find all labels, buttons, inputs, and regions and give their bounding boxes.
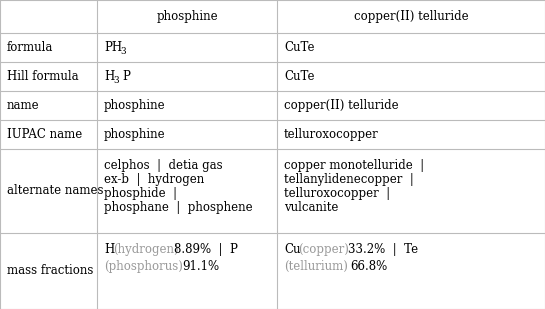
Text: 3: 3 xyxy=(120,47,126,56)
Text: (tellurium): (tellurium) xyxy=(284,260,348,273)
Text: 8.89%  |  P: 8.89% | P xyxy=(174,243,238,256)
Text: 66.8%: 66.8% xyxy=(350,260,387,273)
Text: 33.2%  |  Te: 33.2% | Te xyxy=(348,243,418,256)
Text: H: H xyxy=(104,70,114,83)
Text: Cu: Cu xyxy=(284,243,300,256)
Text: P: P xyxy=(122,70,130,83)
Text: tellanylidenecopper  |: tellanylidenecopper | xyxy=(284,173,414,186)
Text: celphos  |  detia gas: celphos | detia gas xyxy=(104,159,222,172)
Text: CuTe: CuTe xyxy=(284,70,314,83)
Text: 3: 3 xyxy=(113,76,119,85)
Text: Hill formula: Hill formula xyxy=(7,70,78,83)
Text: CuTe: CuTe xyxy=(284,41,314,54)
Text: telluroxocopper: telluroxocopper xyxy=(284,128,379,141)
Text: H: H xyxy=(104,243,114,256)
Text: formula: formula xyxy=(7,41,53,54)
Text: vulcanite: vulcanite xyxy=(284,201,338,214)
Text: copper(II) telluride: copper(II) telluride xyxy=(354,10,468,23)
Text: phosphane  |  phosphene: phosphane | phosphene xyxy=(104,201,253,214)
Text: phosphine: phosphine xyxy=(104,128,166,141)
Text: (hydrogen): (hydrogen) xyxy=(113,243,179,256)
Text: copper monotelluride  |: copper monotelluride | xyxy=(284,159,424,172)
Text: ex-b  |  hydrogen: ex-b | hydrogen xyxy=(104,173,204,186)
Text: copper(II) telluride: copper(II) telluride xyxy=(284,99,398,112)
Text: alternate names: alternate names xyxy=(7,184,104,197)
Text: PH: PH xyxy=(104,41,122,54)
Text: mass fractions: mass fractions xyxy=(7,265,93,277)
Text: telluroxocopper  |: telluroxocopper | xyxy=(284,187,390,200)
Text: phosphine: phosphine xyxy=(156,10,218,23)
Text: (phosphorus): (phosphorus) xyxy=(104,260,183,273)
Text: name: name xyxy=(7,99,40,112)
Text: phosphide  |: phosphide | xyxy=(104,187,177,200)
Text: IUPAC name: IUPAC name xyxy=(7,128,82,141)
Text: 91.1%: 91.1% xyxy=(182,260,219,273)
Text: (copper): (copper) xyxy=(298,243,349,256)
Text: phosphine: phosphine xyxy=(104,99,166,112)
